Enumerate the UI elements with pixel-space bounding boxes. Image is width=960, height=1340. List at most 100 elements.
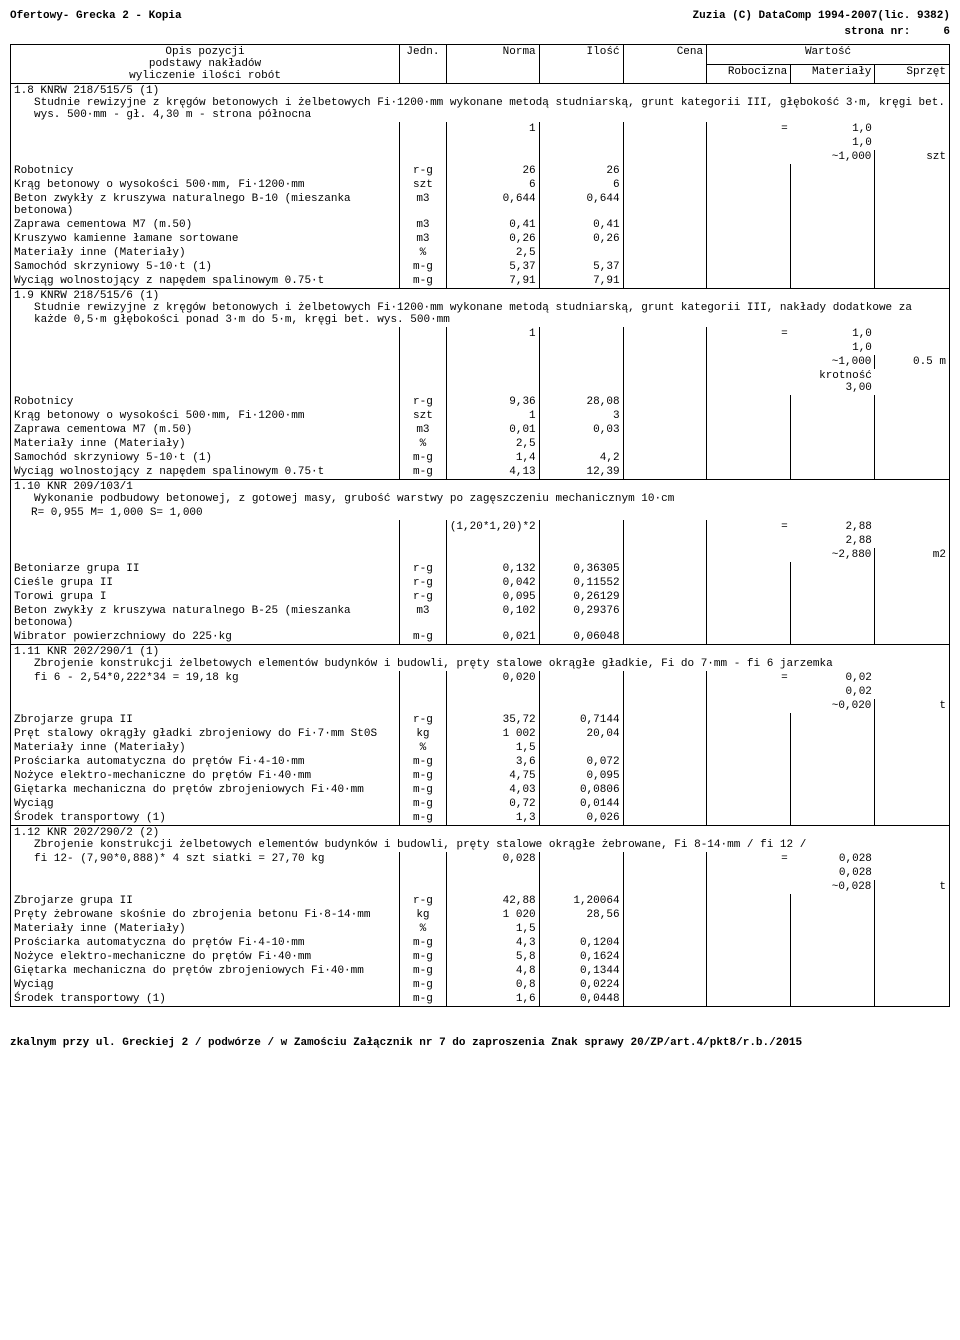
- cell: [623, 922, 707, 936]
- cell: [11, 122, 400, 136]
- cell: [707, 894, 791, 908]
- page-number: strona nr: 6: [10, 26, 950, 38]
- cell: [623, 936, 707, 950]
- cell: Wibrator powierzchniowy do 225·kg: [11, 630, 400, 645]
- cell: [791, 451, 875, 465]
- cell: [539, 246, 623, 260]
- col-cena: Cena: [623, 45, 707, 84]
- cell: [400, 548, 447, 562]
- cell: [623, 122, 707, 136]
- cell: r-g: [400, 164, 447, 178]
- cell: [707, 797, 791, 811]
- cell: [623, 178, 707, 192]
- cell: [707, 978, 791, 992]
- cell: Samochód skrzyniowy 5-10·t (1): [11, 451, 400, 465]
- cell: [446, 534, 539, 548]
- cell: Pręt stalowy okrągły gładki zbrojeniowy …: [11, 727, 400, 741]
- cell: [400, 699, 447, 713]
- col-opis: Opis pozycjipodstawy nakładówwyliczenie …: [11, 45, 400, 84]
- cell: [875, 769, 950, 783]
- cell: [539, 355, 623, 369]
- cell: [623, 880, 707, 894]
- cell: =: [707, 520, 791, 534]
- cell: [539, 150, 623, 164]
- cell: [875, 218, 950, 232]
- cell: [875, 604, 950, 630]
- cell: [875, 894, 950, 908]
- cell: 4,13: [446, 465, 539, 480]
- cell: [400, 150, 447, 164]
- cell: [707, 992, 791, 1007]
- cell: m-g: [400, 964, 447, 978]
- cell: [707, 246, 791, 260]
- cell: [875, 232, 950, 246]
- cell: [875, 866, 950, 880]
- cell: 9,36: [446, 395, 539, 409]
- cell: Nożyce elektro-mechaniczne do prętów Fi·…: [11, 950, 400, 964]
- cell: [791, 164, 875, 178]
- cell: [539, 136, 623, 150]
- cell: [707, 341, 791, 355]
- cell: 0,021: [446, 630, 539, 645]
- cell: [400, 534, 447, 548]
- cell: 1,20064: [539, 894, 623, 908]
- cell: [875, 964, 950, 978]
- cell: [623, 562, 707, 576]
- cell: [875, 797, 950, 811]
- cell: 0,072: [539, 755, 623, 769]
- cell: [707, 866, 791, 880]
- cell: %: [400, 922, 447, 936]
- cell: [623, 769, 707, 783]
- cell: [400, 327, 447, 341]
- cell: [875, 783, 950, 797]
- cell: r-g: [400, 395, 447, 409]
- cell: =: [707, 852, 791, 866]
- cell: [539, 437, 623, 451]
- cell: [875, 992, 950, 1007]
- cell: [707, 260, 791, 274]
- cell: [400, 520, 447, 534]
- cell: [707, 355, 791, 369]
- cell: [791, 755, 875, 769]
- cell: [707, 936, 791, 950]
- cell: [875, 465, 950, 480]
- cell: [791, 950, 875, 964]
- cell: [791, 908, 875, 922]
- cell: [623, 950, 707, 964]
- cell: [875, 164, 950, 178]
- cell: [875, 395, 950, 409]
- cell: [875, 423, 950, 437]
- cell: =: [707, 671, 791, 685]
- cell: Beton zwykły z kruszywa naturalnego B-25…: [11, 604, 400, 630]
- col-wartosc: Wartość: [707, 45, 950, 65]
- cell: [707, 783, 791, 797]
- cell: [623, 369, 707, 395]
- cell: [791, 741, 875, 755]
- cell: 0,0144: [539, 797, 623, 811]
- cell: [623, 699, 707, 713]
- cell: 26: [539, 164, 623, 178]
- cell: [539, 922, 623, 936]
- cell: 0,042: [446, 576, 539, 590]
- cell: m3: [400, 604, 447, 630]
- cell: r-g: [400, 894, 447, 908]
- cell: 1,0: [791, 341, 875, 355]
- cell: 0,132: [446, 562, 539, 576]
- cell: [623, 260, 707, 274]
- cell: Zbrojarze grupa II: [11, 894, 400, 908]
- cell: [539, 671, 623, 685]
- cell: 0,0806: [539, 783, 623, 797]
- cell: [539, 369, 623, 395]
- cell: [446, 548, 539, 562]
- cell: [791, 562, 875, 576]
- cell: 1 020: [446, 908, 539, 922]
- cell: [791, 727, 875, 741]
- cell: [539, 741, 623, 755]
- cell: [707, 604, 791, 630]
- cell: 4,8: [446, 964, 539, 978]
- cell: [707, 409, 791, 423]
- cell: [707, 727, 791, 741]
- cell: [791, 192, 875, 218]
- cell: [707, 741, 791, 755]
- cell: [875, 327, 950, 341]
